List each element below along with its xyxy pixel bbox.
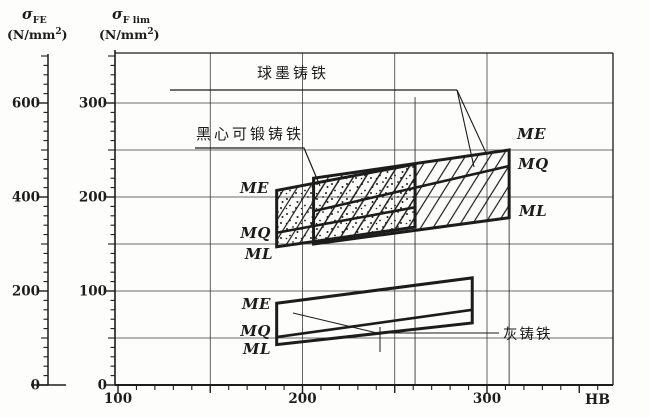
grade-label-malleable-ME: ME <box>239 179 269 197</box>
leader-grey <box>292 312 499 334</box>
grade-label-malleable-ML: ML <box>244 245 273 263</box>
grade-label-grey-ME: ME <box>241 295 271 313</box>
sigma-fe-axis-unit: (N/mm2) <box>7 27 68 42</box>
band-outline-grey <box>275 276 474 347</box>
sigma-flim-tick-label-0: 0 <box>98 378 107 394</box>
static-labels: σFE (N/mm2) σF lim (N/mm2) 球墨铸铁 黑心可锻铸铁 灰… <box>7 6 610 408</box>
sigma-flim-axis-title: σF lim <box>112 6 150 26</box>
hb-tick-label-100: 100 <box>104 391 132 407</box>
sigma-fe-tick-label-400: 400 <box>12 190 40 206</box>
leader-nodular-fork-2 <box>456 89 488 156</box>
band-fill-hatch-nodular <box>313 150 510 244</box>
band-label-grey-cast-iron: 灰铸铁 <box>503 326 553 343</box>
band-outline-nodular <box>312 148 511 246</box>
material-bands-layer <box>275 148 511 347</box>
sigma-flim-tick-label-200: 200 <box>79 190 107 206</box>
sigma-fe-tick-label-600: 600 <box>12 96 40 112</box>
sigma-fe-axis-title: σFE <box>22 6 47 26</box>
sigma-flim-tick-label-300: 300 <box>79 96 107 112</box>
leader-lines-layer <box>170 89 499 352</box>
sigma-fe-tick-label-200: 200 <box>12 284 40 300</box>
band-label-nodular-cast-iron: 球墨铸铁 <box>257 64 329 82</box>
hb-tick-label-300: 300 <box>473 391 501 407</box>
grade-label-grey-ML: ML <box>242 340 271 358</box>
sigma-flim-tick-label-100: 100 <box>79 284 107 300</box>
grade-label-malleable-MQ: MQ <box>239 224 271 242</box>
leader-nodular-fork-1 <box>456 89 475 168</box>
grade-label-nodular-MQ: MQ <box>517 155 549 173</box>
band-label-malleable-cast-iron: 黑心可锻铸铁 <box>196 125 304 143</box>
band-MQ-line-nodular <box>313 164 510 213</box>
x-axis-unit-label: HB <box>585 392 610 408</box>
grade-label-grey-MQ: MQ <box>239 322 271 340</box>
sigma-fe-tick-label-0: 0 <box>31 378 40 394</box>
grade-label-nodular-ML: ML <box>518 202 547 220</box>
sigma-flim-axis-unit: (N/mm2) <box>99 27 160 42</box>
leader-malleable <box>195 147 321 187</box>
hb-tick-label-200: 200 <box>288 391 316 407</box>
grade-label-nodular-ME: ME <box>516 125 546 143</box>
band-MQ-line-grey <box>276 308 473 339</box>
